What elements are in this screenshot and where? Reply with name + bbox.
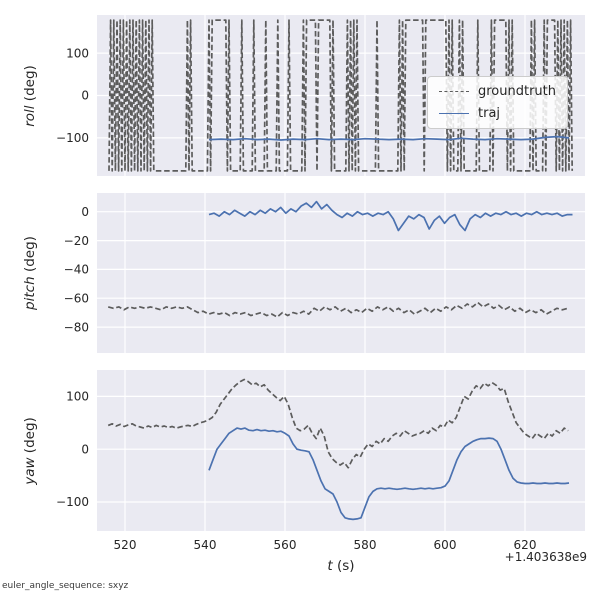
subplot-pitch: 0 −20 −40 −60 −80 [64, 193, 585, 353]
xlabel-var: t [327, 558, 333, 574]
series-groundtruth-line [107, 301, 568, 318]
ylabel-pitch: pitch (deg) [22, 236, 38, 310]
ylabel-yaw: yaw (deg) [22, 417, 38, 485]
axes-bg-pitch [97, 193, 585, 353]
legend-label-traj: traj [478, 106, 501, 121]
subplot-yaw: 100 0 −100 520 540 560 580 600 620 [56, 370, 585, 552]
x-axis-offset-text: +1.403638e9 [504, 550, 587, 564]
groundtruth-dashed-line-icon [439, 91, 469, 92]
ylabel-roll-unit: (deg) [22, 65, 38, 106]
ylabel-yaw-unit: (deg) [22, 417, 38, 458]
series-traj-line [208, 135, 570, 141]
legend: groundtruth traj [427, 76, 569, 129]
x-tick-label: 580 [354, 538, 377, 552]
xlabel-unit: (s) [332, 558, 355, 574]
traj-solid-line-icon [439, 113, 469, 114]
y-tick-label: 0 [81, 89, 89, 103]
x-tick-label: 600 [434, 538, 457, 552]
y-tick-label: −60 [64, 291, 89, 305]
y-tick-label: 0 [81, 442, 89, 456]
ylabel-pitch-var: pitch [22, 276, 38, 310]
ylabel-pitch-unit: (deg) [22, 236, 38, 277]
axes-bg-yaw [97, 370, 585, 531]
y-tick-label: 100 [66, 390, 89, 404]
series-traj-line [208, 427, 570, 521]
series-traj-line [208, 200, 573, 232]
y-tick-label: −80 [64, 320, 89, 334]
x-tick-label: 540 [194, 538, 217, 552]
y-tick-label: −20 [64, 234, 89, 248]
ylabel-roll-var: roll [22, 105, 38, 127]
x-tick-label: 620 [514, 538, 537, 552]
y-tick-label: −100 [56, 131, 89, 145]
series-groundtruth-line [108, 19, 574, 172]
legend-entry-groundtruth: groundtruth [439, 84, 556, 99]
y-tick-label: 100 [66, 46, 89, 60]
legend-entry-traj: traj [439, 106, 556, 121]
euler-sequence-note: euler_angle_sequence: sxyz [2, 581, 129, 591]
y-tick-label: 0 [81, 205, 89, 219]
x-tick-label: 520 [114, 538, 137, 552]
x-tick-label: 560 [274, 538, 297, 552]
y-tick-label: −100 [56, 495, 89, 509]
ylabel-yaw-var: yaw [22, 457, 38, 485]
xlabel-time: t (s) [97, 558, 585, 574]
ylabel-roll: roll (deg) [22, 65, 38, 127]
legend-label-groundtruth: groundtruth [478, 84, 557, 99]
y-tick-label: −40 [64, 263, 89, 277]
